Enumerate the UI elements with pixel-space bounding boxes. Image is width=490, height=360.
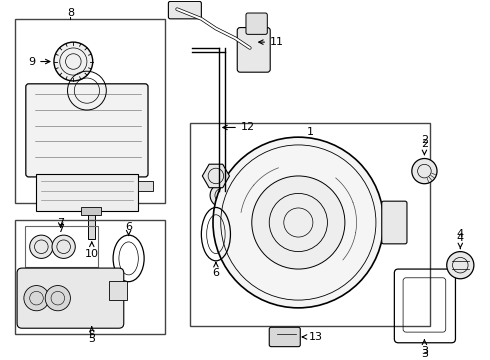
Text: 4: 4 [457,233,464,249]
Bar [36,174,138,211]
Text: 2: 2 [421,135,428,145]
FancyBboxPatch shape [269,327,300,347]
Bar [25,226,98,267]
Bar [138,181,153,190]
Text: 2: 2 [421,139,428,155]
Text: 7: 7 [57,224,64,234]
Circle shape [24,285,49,311]
Text: 6: 6 [125,222,132,235]
Text: 4: 4 [457,229,464,239]
Bar [15,19,166,203]
Text: 3: 3 [421,340,428,356]
Bar [15,220,166,334]
Text: 11: 11 [259,37,284,47]
Circle shape [412,158,437,184]
FancyBboxPatch shape [246,13,268,34]
FancyBboxPatch shape [169,1,201,19]
Text: 12: 12 [223,122,255,132]
Text: 6: 6 [212,262,220,278]
Text: 1: 1 [306,127,314,137]
Text: 7: 7 [57,219,64,229]
Bar [88,210,95,239]
Text: 5: 5 [88,327,95,340]
FancyBboxPatch shape [17,268,124,328]
Text: 9: 9 [28,57,50,67]
Circle shape [213,137,384,308]
FancyBboxPatch shape [237,28,270,72]
Text: 8: 8 [67,8,74,18]
Circle shape [30,235,53,258]
Text: 5: 5 [88,334,95,344]
FancyBboxPatch shape [382,201,407,244]
Circle shape [252,176,345,269]
Circle shape [52,235,75,258]
Circle shape [54,42,93,81]
Text: 3: 3 [421,350,428,359]
Bar [81,207,101,215]
Text: 10: 10 [85,242,99,258]
Bar [190,123,430,326]
Circle shape [447,252,474,279]
Circle shape [210,184,233,207]
FancyBboxPatch shape [26,84,148,177]
Circle shape [45,285,71,311]
Text: 13: 13 [302,332,323,342]
Bar [109,281,127,300]
